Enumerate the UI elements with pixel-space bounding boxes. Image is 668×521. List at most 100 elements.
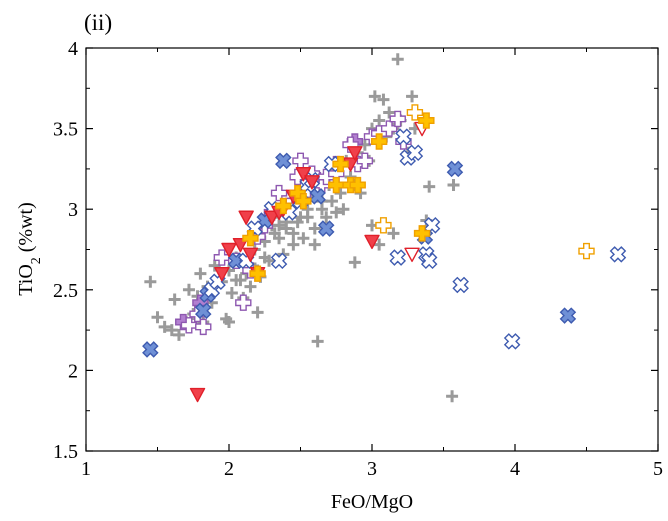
data-point-triangle-5 [189,387,206,403]
data-point-plus-7 [249,265,266,282]
data-point-x-4 [406,144,424,162]
x-axis-ticks: 1 2 3 4 5 [81,48,663,480]
data-point-plus-7 [413,225,431,242]
data-point-plus-2 [213,249,231,266]
x-tick-label: 4 [510,458,520,480]
data-point-x-4 [503,333,521,350]
data-point-x-3 [446,160,464,178]
data-point-plus-0 [383,106,396,119]
y-axis-label-main: TiO [15,264,37,296]
y-tick-label: 2.5 [53,280,78,302]
data-point-plus-0 [447,179,460,192]
x-tick-label: 3 [367,458,377,480]
data-point-plus-7 [370,133,388,150]
x-tick-label: 1 [81,458,91,480]
x-tick-label: 2 [224,458,234,480]
data-point-plus-0 [165,324,178,337]
data-point-x-3 [194,302,212,320]
plot-frame [85,47,659,452]
data-point-plus-0 [144,275,157,288]
y-axis-label-rest: (%wt) [15,202,37,257]
data-point-plus-0 [325,195,338,208]
y-axis-label: TiO2 (%wt) [15,202,44,296]
y-tick-label: 2 [68,360,78,382]
data-point-triangle-5 [214,266,230,282]
data-point-plus-0 [373,114,386,127]
data-point-plus-0 [230,274,243,287]
data-point-plus-0 [294,211,307,224]
data-point-plus-7 [328,176,345,194]
data-point-plus-0 [287,238,300,251]
panel-label: (ii) [84,10,112,35]
data-point-plus-0 [273,232,286,245]
data-point-x-3 [275,152,292,170]
data-point-plus-0 [320,211,333,224]
data-point-plus-0 [308,238,321,251]
data-point-plus-0 [244,280,257,293]
data-point-plus-0 [223,316,235,329]
data-point-triangle-5 [221,242,237,258]
data-point-triangle-5 [364,234,380,250]
data-point-plus-0 [182,283,195,296]
data-point-plus-0 [387,227,400,240]
data-point-plus-0 [337,203,350,216]
data-point-plus-2 [380,120,398,137]
data-point-plus-0 [251,306,264,319]
data-point-triangle-5 [232,237,249,253]
data-point-triangle-5 [295,167,312,182]
data-point-plus-0 [391,53,404,66]
data-point-plus-0 [194,267,207,280]
y-axis-ticks: 1.5 2 2.5 3 3.5 4 [53,38,658,463]
data-point-x-4 [389,249,407,266]
data-point-plus-8 [578,242,595,260]
data-point-plus-8 [375,217,392,234]
data-point-x-4 [420,252,438,270]
data-point-plus-0 [158,320,171,333]
y-tick-label: 4 [68,38,78,60]
data-point-x-4 [452,276,469,294]
data-point-plus-7 [418,112,435,129]
data-point-plus-0 [377,93,390,106]
data-point-plus-0 [168,293,181,306]
data-point-x-4 [270,252,288,270]
data-point-x-4 [609,246,627,263]
data-point-plus-0 [225,287,238,300]
data-point-plus-0 [373,238,386,251]
x-tick-label: 5 [653,458,663,480]
data-point-plus-0 [308,222,321,235]
data-point-plus-0 [406,90,419,103]
data-point-plus-0 [311,335,324,348]
data-point-plus-0 [423,180,436,193]
data-point-x-3 [559,307,577,324]
data-marks [142,53,627,403]
data-point-plus-0 [172,328,185,341]
data-point-plus-2 [389,110,406,128]
data-point-plus-0 [446,390,459,403]
data-point-triangle-6 [404,247,420,263]
data-point-plus-8 [406,104,424,121]
data-point-plus-2 [180,317,198,334]
data-point-triangle-5 [238,210,254,225]
data-point-triangle-5 [264,210,280,225]
data-point-plus-7 [349,176,366,194]
data-point-plus-0 [348,256,361,269]
data-point-plus-7 [275,197,292,215]
data-point-plus-0 [151,311,164,324]
data-point-plus-7 [295,192,312,210]
data-point-x-4 [395,128,412,145]
data-point-triangle-5 [304,175,320,190]
data-point-plus-7 [242,230,259,247]
data-point-plus-0 [297,232,310,245]
data-point-plus-2 [195,318,212,336]
data-point-x-3 [142,341,159,358]
data-point-x-3 [317,220,335,237]
data-point-triangle-5 [347,146,363,161]
data-point-triangle-5 [242,247,259,263]
y-tick-label: 1.5 [53,441,78,463]
data-point-plus-0 [258,251,271,264]
data-point-plus-0 [287,227,300,240]
y-tick-label: 3 [68,199,78,221]
x-axis-label: FeO/MgO [331,491,413,513]
data-point-plus-2 [292,152,309,170]
